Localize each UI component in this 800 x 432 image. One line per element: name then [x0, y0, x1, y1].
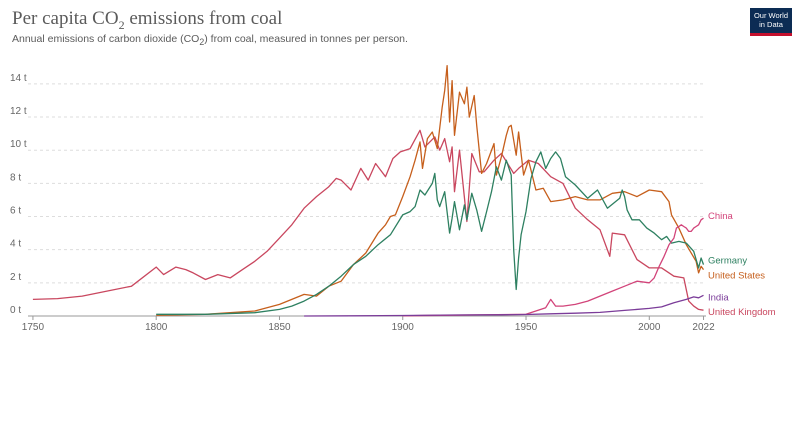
logo-line-2: in Data — [759, 20, 783, 29]
y-tick-label: 0 t — [10, 305, 21, 316]
x-tick-label: 2022 — [692, 322, 715, 333]
x-tick-label: 1850 — [268, 322, 291, 333]
y-tick-label: 12 t — [10, 106, 27, 117]
subtitle-subscript: 2 — [199, 37, 205, 48]
y-tick-label: 14 t — [10, 73, 27, 84]
series-labels: United Kingdom United States Germany China I… — [708, 211, 776, 318]
subtitle-start: Annual emissions of carbon dioxide (CO — [12, 33, 200, 45]
series-line-germany[interactable] — [156, 151, 705, 315]
chart-subtitle: Annual emissions of carbon dioxide (CO2)… — [12, 33, 408, 47]
y-tick-label: 2 t — [10, 272, 21, 283]
y-tick-label: 10 t — [10, 139, 27, 150]
series-line-united-kingdom[interactable] — [32, 129, 704, 311]
series-label-china: China — [708, 211, 734, 222]
title-end: emissions from coal — [124, 8, 283, 29]
title-subscript: 2 — [118, 17, 125, 32]
series-line-united-states[interactable] — [156, 65, 705, 316]
y-tick-label: 6 t — [10, 206, 21, 217]
series-label-united-kingdom: United Kingdom — [708, 307, 776, 318]
x-axis: 1750 1800 1850 1900 1950 2000 2022 — [22, 316, 715, 333]
x-tick-label: 1900 — [392, 322, 415, 333]
y-axis: 0 t 2 t 4 t 6 t 8 t 10 t 12 t 14 t — [10, 73, 27, 316]
series-label-united-states: United States — [708, 271, 765, 282]
x-tick-label: 1750 — [22, 322, 45, 333]
grid-lines — [28, 83, 706, 317]
series-label-germany: Germany — [708, 256, 747, 267]
title-main: Per capita CO — [12, 8, 119, 29]
owid-logo[interactable]: Our World in Data — [750, 8, 792, 36]
series-label-india: India — [708, 292, 729, 303]
series-line-india[interactable] — [304, 294, 704, 317]
subtitle-end: ) from coal, measured in tonnes per pers… — [204, 33, 408, 45]
x-tick-label: 1950 — [515, 322, 538, 333]
chart-title: Per capita CO2 emissions from coal — [12, 8, 282, 33]
y-tick-label: 4 t — [10, 239, 21, 250]
y-tick-label: 8 t — [10, 172, 21, 183]
series-line-china[interactable] — [402, 217, 704, 317]
x-tick-label: 1800 — [145, 322, 168, 333]
series-lines — [32, 65, 705, 317]
logo-line-1: Our World — [753, 11, 789, 20]
x-tick-label: 2000 — [638, 322, 661, 333]
